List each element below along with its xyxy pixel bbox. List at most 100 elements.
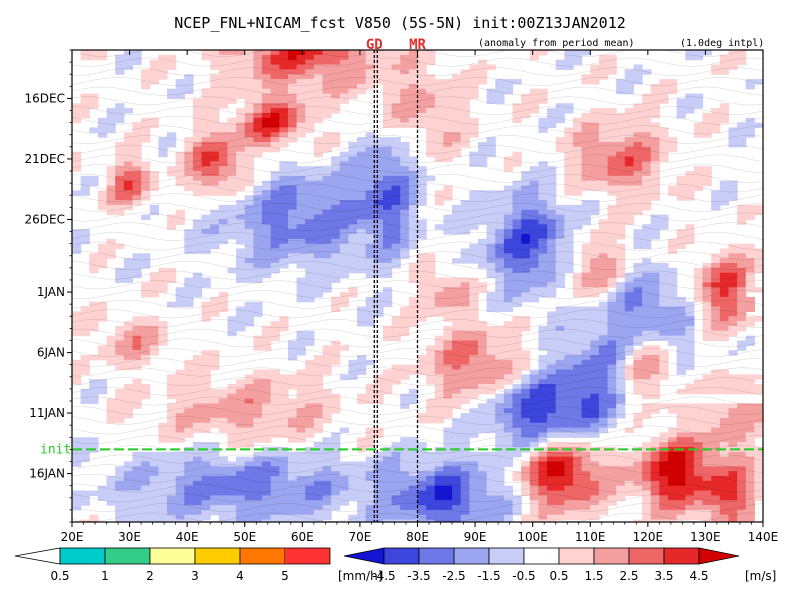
wind-cb-swatch [628,547,665,565]
field-cell [89,127,116,133]
field-cell [97,485,116,492]
field-cell [400,233,410,240]
field-cell [391,151,410,158]
field-cell [719,446,763,453]
field-cell [400,88,427,95]
field-cell [538,161,548,167]
field-cell [270,485,306,492]
field-cell [477,461,514,467]
field-cell [719,185,738,191]
field-cell [477,238,496,245]
field-cell [693,277,704,283]
field-cell [123,471,159,477]
field-cell [667,480,686,487]
field-cell [590,451,643,458]
field-cell [365,514,427,521]
precip-cb-swatch [194,547,241,565]
field-cell [598,54,617,61]
field-cell [495,238,505,245]
field-cell [555,137,574,143]
field-cell [391,243,410,250]
field-cell [279,117,289,124]
field-cell [426,403,462,409]
field-cell [72,248,82,254]
field-cell [633,306,686,313]
field-cell [218,180,254,187]
field-cell [400,306,479,313]
field-cell [607,214,635,221]
field-cell [538,122,557,129]
field-cell [72,316,108,322]
field-cell [400,437,419,443]
field-cell [529,166,557,172]
wind-cb-label: 0.5 [549,569,568,583]
field-cell [616,388,626,395]
field-cell [417,175,436,182]
field-cell [469,287,488,293]
field-cell [607,161,626,167]
field-cell [512,369,522,375]
field-cell [201,180,220,187]
field-cell [598,122,660,129]
field-cell [555,103,574,109]
field-cell [253,422,289,429]
field-cell [529,233,548,240]
field-cell [486,306,514,313]
field-cell [115,272,142,279]
field-cell [547,466,565,472]
field-cell [374,480,419,487]
field-cell [650,146,660,153]
field-cell [374,374,410,380]
field-cell [607,166,643,172]
field-cell [253,74,272,80]
field-cell [253,253,289,259]
field-cell [702,306,712,313]
field-cell [201,316,211,322]
field-cell [685,476,704,482]
field-cell [443,141,453,148]
field-cell [192,422,237,429]
field-cell [581,200,600,206]
field-cell [434,195,453,201]
field-cell [633,384,660,390]
field-cell [184,364,220,371]
field-cell [305,364,332,371]
field-cell [365,79,488,85]
field-cell [141,166,151,172]
field-cell [80,98,99,104]
field-cell [745,117,755,124]
field-cell [503,374,522,380]
field-cell [391,103,436,109]
field-cell [158,466,185,472]
field-cell [296,369,332,375]
field-cell [287,117,298,124]
field-cell [538,180,557,187]
field-cell [365,190,384,196]
field-cell [711,267,747,274]
field-cell [538,185,557,191]
field-cell [469,292,479,298]
field-cell [279,132,289,138]
field-cell [685,330,695,337]
field-cell [106,171,116,177]
field-cell [607,495,626,501]
field-cell [754,471,763,477]
field-cell [503,427,522,434]
field-cell [382,190,401,196]
field-cell [382,446,427,453]
field-cell [469,190,514,196]
y-tick-label: 21DEC [25,152,65,166]
field-cell [201,151,220,158]
field-cell [737,282,747,288]
field-cell [434,384,445,390]
field-cell [685,325,695,332]
field-cell [244,461,263,467]
field-cell [175,476,203,482]
field-cell [624,69,652,75]
field-cell [348,141,410,148]
field-cell [538,219,557,225]
field-cell [365,132,375,138]
field-cell [693,267,704,274]
field-cell [590,229,626,235]
field-cell [711,287,721,293]
